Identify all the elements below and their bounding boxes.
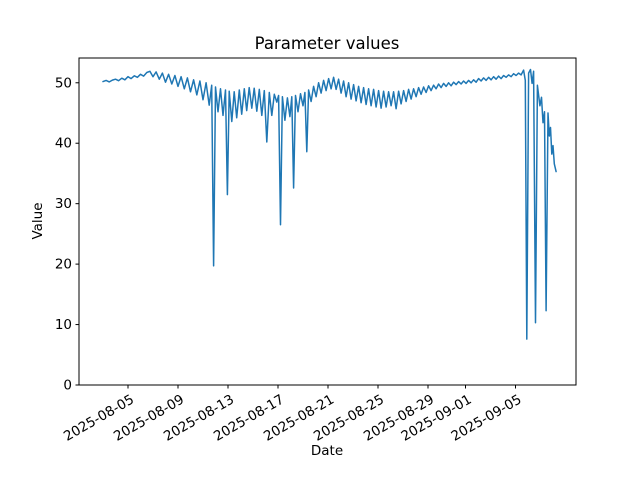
x-axis-label: Date xyxy=(311,443,343,459)
y-tick-label: 40 xyxy=(55,136,72,152)
y-tick-label: 20 xyxy=(55,257,72,273)
y-tick-label: 50 xyxy=(55,75,72,91)
series-line xyxy=(102,68,557,340)
plot-area-frame xyxy=(78,57,577,386)
y-tick-label: 0 xyxy=(63,378,72,394)
y-axis-label: Value xyxy=(30,202,46,239)
y-axis-ticks: 0 10 20 30 40 50 xyxy=(55,75,79,394)
x-axis-ticks: 2025-08-052025-08-092025-08-132025-08-17… xyxy=(61,385,525,445)
y-tick-label: 30 xyxy=(55,196,72,212)
y-tick-label: 10 xyxy=(55,317,72,333)
chart-title: Parameter values xyxy=(255,34,400,53)
